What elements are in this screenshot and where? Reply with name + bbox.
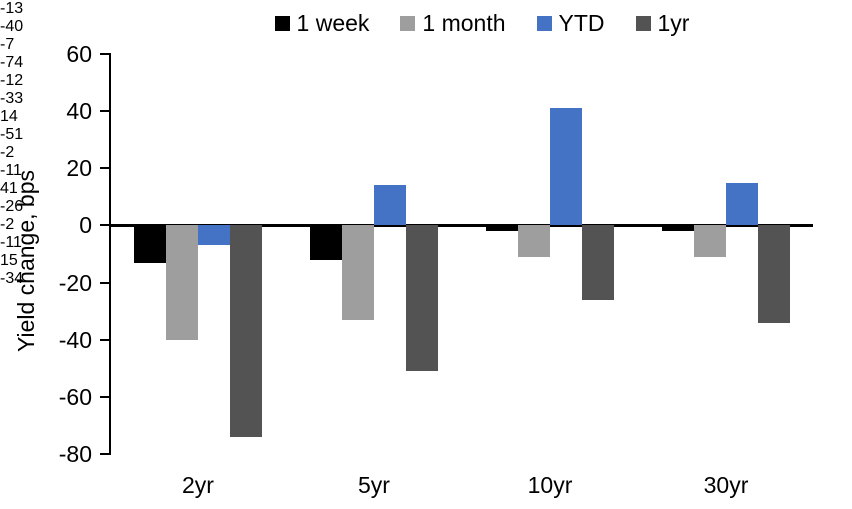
legend-item-ytd: YTD xyxy=(536,10,605,36)
bar-1-month-2yr xyxy=(166,225,198,340)
bar-value-label: -11 xyxy=(0,162,22,179)
x-category-label-2yr: 2yr xyxy=(182,472,214,498)
legend-item-1yr: 1yr xyxy=(635,10,690,36)
y-tick-label: 20 xyxy=(66,155,92,182)
bar-1yr-30yr xyxy=(758,225,790,323)
x-axis-zero-line xyxy=(110,224,813,227)
bar-value-label: -7 xyxy=(0,36,15,53)
y-tick-label: 60 xyxy=(66,41,92,67)
bar-ytd-10yr xyxy=(550,108,582,226)
bar-value-label: -33 xyxy=(0,90,24,107)
y-tick-mark xyxy=(100,395,110,398)
bar-value-label: -2 xyxy=(0,144,15,161)
y-tick-mark xyxy=(100,167,110,170)
bar-value-label: -2 xyxy=(0,216,15,233)
y-axis-line xyxy=(109,53,111,455)
y-tick-label: 40 xyxy=(66,98,92,125)
x-category-label-10yr: 10yr xyxy=(527,472,573,498)
bar-1yr-10yr xyxy=(582,225,614,300)
y-tick-mark xyxy=(100,110,110,113)
bar-ytd-5yr xyxy=(374,185,406,226)
legend-label: 1 week xyxy=(296,10,370,36)
bar-ytd-30yr xyxy=(726,182,758,226)
bar-value-label: -74 xyxy=(0,54,24,71)
bar-1-month-10yr xyxy=(518,225,550,257)
bar-value-label: 15 xyxy=(0,252,18,269)
legend-swatch-icon xyxy=(635,15,651,31)
bar-value-label: 14 xyxy=(0,108,18,125)
bar-1-month-5yr xyxy=(342,225,374,320)
x-category-label-5yr: 5yr xyxy=(358,472,390,498)
y-tick-mark xyxy=(100,453,110,455)
bar-1-week-5yr xyxy=(310,225,342,260)
legend-swatch-icon xyxy=(274,15,290,31)
y-tick-label: -60 xyxy=(58,383,92,410)
legend-label: YTD xyxy=(558,10,605,36)
y-tick-mark xyxy=(100,53,110,55)
bar-value-label: -13 xyxy=(0,0,24,17)
y-tick-mark xyxy=(100,224,110,227)
bar-value-label: -51 xyxy=(0,126,24,143)
bar-1-week-30yr xyxy=(662,225,694,232)
legend-swatch-icon xyxy=(536,15,552,31)
y-tick-label: -80 xyxy=(58,441,92,467)
legend-item-1-month: 1 month xyxy=(400,10,506,36)
bar-value-label: -34 xyxy=(0,270,24,287)
legend-swatch-icon xyxy=(400,15,416,31)
bar-1yr-5yr xyxy=(406,225,438,372)
y-tick-label: -40 xyxy=(58,326,92,353)
y-tick-mark xyxy=(100,281,110,284)
bar-value-label: 41 xyxy=(0,180,18,197)
bar-1-week-10yr xyxy=(486,225,518,232)
legend: 1 week 1 month YTD 1yr xyxy=(112,8,852,38)
bar-value-label: -26 xyxy=(0,198,24,215)
legend-label: 1 month xyxy=(422,10,506,36)
bar-1-week-2yr xyxy=(134,225,166,263)
legend-label: 1yr xyxy=(657,10,690,36)
x-category-label-30yr: 30yr xyxy=(703,472,749,498)
bar-1-month-30yr xyxy=(694,225,726,257)
y-tick-label: -20 xyxy=(58,269,92,296)
bar-value-label: -40 xyxy=(0,18,24,35)
y-tick-mark xyxy=(100,338,110,341)
bar-1yr-2yr xyxy=(230,225,262,437)
legend-item-1-week: 1 week xyxy=(274,10,370,36)
bar-value-label: -11 xyxy=(0,234,22,251)
bar-value-label: -12 xyxy=(0,72,24,89)
y-tick-label: 0 xyxy=(79,212,92,239)
plot-area: -13 -40 -7 -74 -12 -33 14 -51 -2 -11 41 -26 -2 -11 15-… xyxy=(0,0,790,437)
bar-ytd-2yr xyxy=(198,225,230,246)
